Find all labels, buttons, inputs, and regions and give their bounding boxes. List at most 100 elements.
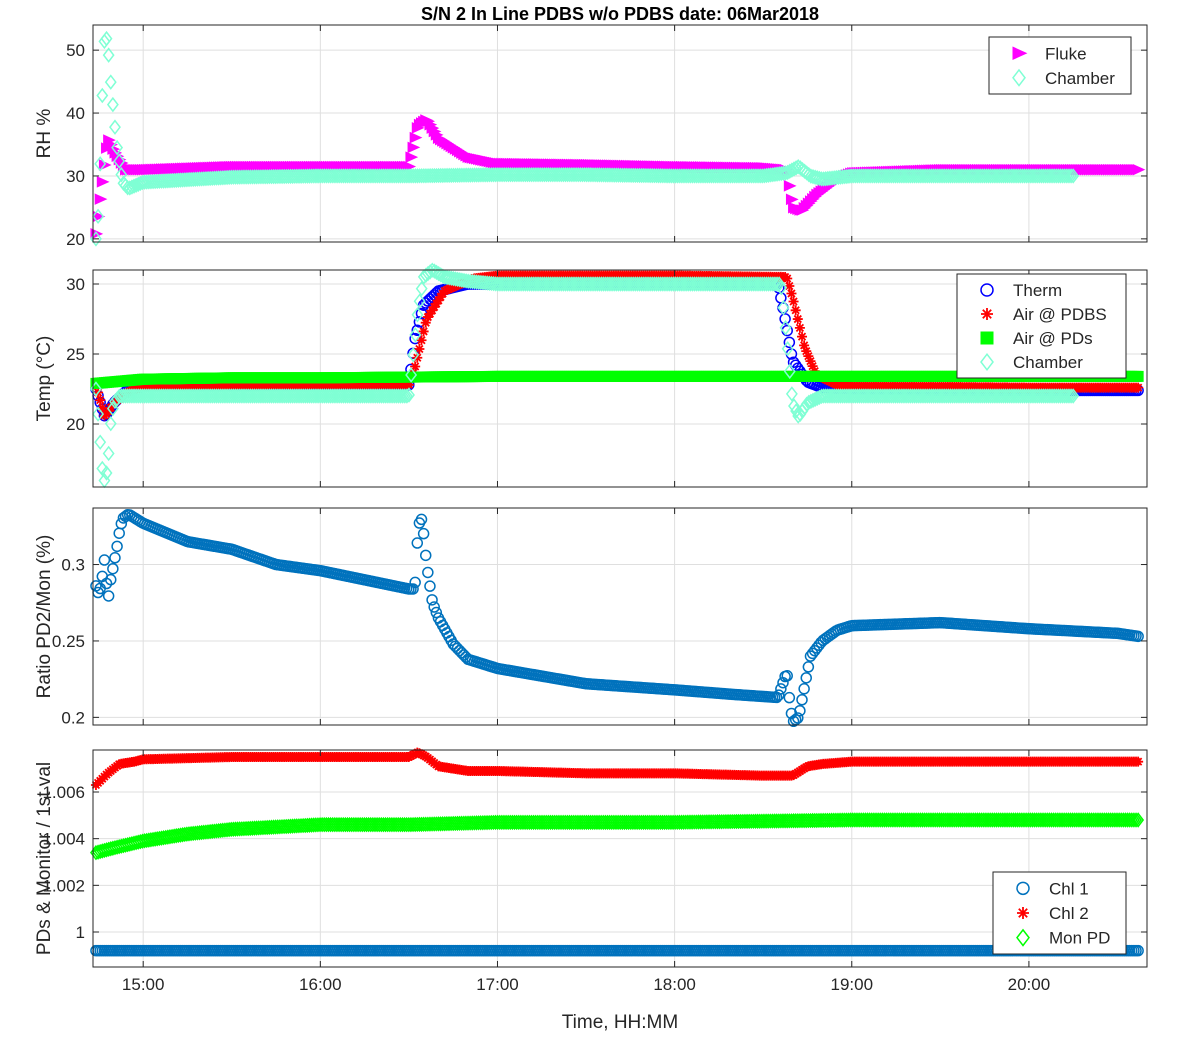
y-tick-label: 25 (66, 345, 85, 364)
data-point (809, 169, 822, 185)
data-point (785, 193, 799, 206)
series-chl-2 (90, 747, 1144, 790)
data-point (109, 119, 121, 135)
data-point (102, 590, 115, 602)
data-point (796, 694, 808, 706)
data-point (1067, 168, 1080, 184)
series-ratio (90, 508, 1144, 728)
data-point (800, 672, 812, 684)
data-point (104, 74, 117, 90)
data-point (783, 180, 797, 192)
axes-box (92, 507, 1148, 726)
legend-box (988, 36, 1132, 95)
data-point (403, 379, 414, 390)
data-point (1065, 388, 1078, 404)
data-point (783, 336, 796, 349)
data-point (111, 540, 123, 553)
data-point (781, 164, 794, 181)
data-point (1063, 168, 1075, 184)
data-point (96, 176, 110, 188)
data-point (798, 683, 810, 695)
data-point (775, 279, 788, 296)
data-point (102, 445, 115, 462)
data-point (1065, 168, 1078, 184)
data-point (790, 160, 803, 176)
data-point (407, 141, 421, 154)
y-tick-label: 40 (66, 104, 85, 123)
data-point (1132, 630, 1144, 643)
data-point (407, 583, 419, 595)
data-point (123, 180, 136, 196)
data-point (92, 208, 105, 225)
data-point (415, 280, 428, 297)
x-axis-label: Time, HH:MM (562, 1012, 678, 1033)
data-point (416, 335, 427, 346)
legend-marker (980, 331, 994, 345)
data-point (802, 394, 815, 411)
y-axis-label: RH % (34, 109, 55, 159)
data-point (794, 704, 806, 717)
series-air-pdbs (90, 270, 1144, 421)
data-point (96, 87, 109, 104)
y-axis-label: Temp (°C) (34, 336, 55, 422)
data-point (413, 293, 426, 309)
legend-box (956, 273, 1127, 379)
data-point (414, 343, 425, 354)
y-tick-label: 0.3 (61, 556, 85, 575)
data-point (1133, 756, 1144, 767)
legend-label: Therm (1013, 281, 1062, 300)
legend-marker (980, 283, 994, 297)
data-point (410, 361, 421, 372)
data-point (779, 313, 791, 325)
series-chamber (90, 262, 1080, 489)
data-point (398, 388, 411, 404)
legend-label: Air @ PDBS (1013, 305, 1107, 324)
data-point (781, 341, 794, 357)
data-point (790, 305, 801, 316)
data-point (417, 527, 430, 540)
data-point (412, 352, 423, 363)
data-point (113, 153, 126, 169)
legend-marker (980, 352, 994, 372)
legend-marker (1012, 68, 1026, 87)
data-point (94, 193, 108, 205)
data-point (773, 689, 785, 701)
data-point (794, 322, 805, 333)
data-point (807, 168, 819, 185)
data-point (788, 296, 799, 307)
data-point (178, 826, 191, 843)
data-point (1133, 382, 1144, 393)
data-point (405, 367, 418, 383)
figure-title: S/N 2 In Line PDBS w/o PDBS date: 06Mar2… (421, 4, 819, 24)
y-tick-label: 20 (66, 230, 85, 249)
data-point (807, 392, 819, 409)
data-point (100, 465, 113, 481)
axes-box (92, 269, 1148, 488)
data-point (428, 601, 440, 613)
data-point (407, 347, 420, 363)
data-point (400, 388, 413, 404)
series-chamber (90, 30, 1080, 247)
legend-label: Chamber (1045, 69, 1115, 88)
data-point (115, 166, 128, 183)
legend-label: Chamber (1013, 353, 1083, 372)
data-point (792, 314, 803, 325)
data-point (797, 331, 808, 342)
data-point (779, 320, 792, 336)
data-point (128, 178, 140, 194)
data-point (109, 552, 121, 564)
y-tick-label: 0.2 (61, 708, 85, 727)
y-tick-label: 30 (66, 275, 85, 294)
data-point (100, 30, 113, 47)
data-point (802, 661, 815, 673)
data-point (783, 163, 796, 179)
data-point (801, 346, 812, 357)
series-chl-1 (90, 944, 1144, 957)
data-point (409, 131, 423, 144)
data-point (436, 268, 449, 284)
y-tick-label: 20 (66, 415, 85, 434)
series-mon-pd (90, 812, 1145, 861)
data-point (1132, 944, 1144, 957)
